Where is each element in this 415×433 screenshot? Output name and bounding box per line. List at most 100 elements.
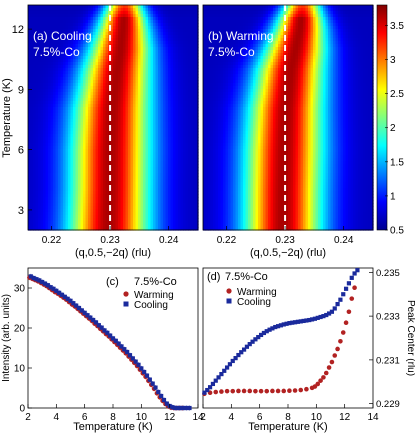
heatmap-cell (48, 149, 52, 153)
heatmap-cell (90, 143, 94, 147)
heatmap-cell (88, 32, 92, 36)
heatmap-cell (30, 5, 34, 9)
heatmap-cell (173, 203, 177, 207)
heatmap-cell (123, 92, 127, 96)
heatmap-cell (138, 155, 142, 159)
heatmap-cell (148, 164, 152, 168)
heatmap-cell (175, 77, 179, 81)
heatmap-cell (175, 71, 179, 75)
heatmap-cell (68, 206, 72, 210)
heatmap-cell (195, 206, 199, 210)
heatmap-cell (170, 32, 174, 36)
heatmap-cell (35, 182, 39, 186)
heatmap-cell (158, 143, 162, 147)
heatmap-cell (68, 182, 72, 186)
heatmap-cell (145, 65, 149, 69)
heatmap-cell (163, 152, 167, 156)
heatmap-cell (150, 152, 154, 156)
heatmap-cell (55, 218, 59, 222)
heatmap-cell (120, 86, 124, 90)
heatmap-cell (188, 128, 192, 132)
heatmap-cell (105, 140, 109, 144)
heatmap-cell (130, 32, 134, 36)
heatmap-cell (115, 212, 119, 216)
heatmap-cell (140, 5, 144, 9)
heatmap-cell (180, 182, 184, 186)
heatmap-cell (53, 122, 57, 126)
heatmap-cell (148, 11, 152, 15)
heatmap-cell (193, 146, 197, 150)
heatmap-cell (193, 155, 197, 159)
heatmap-cell (93, 158, 97, 162)
heatmap-cell (148, 59, 152, 63)
heatmap-cell (113, 17, 117, 21)
heatmap-cell (110, 29, 114, 33)
heatmap-cell (85, 212, 89, 216)
heatmap-cell (155, 158, 159, 162)
heatmap-cell (50, 221, 54, 225)
heatmap-cell (110, 92, 114, 96)
heatmap-cell (143, 113, 147, 117)
heatmap-cell (118, 179, 122, 183)
heatmap-cell (150, 161, 154, 165)
heatmap-cell (98, 26, 102, 30)
heatmap-cell (78, 182, 82, 186)
heatmap-cell (105, 164, 109, 168)
heatmap-cell (123, 98, 127, 102)
heatmap-cell (58, 41, 62, 45)
heatmap-cell (83, 104, 87, 108)
heatmap-cell (93, 134, 97, 138)
heatmap-cell (123, 20, 127, 24)
heatmap-cell (35, 209, 39, 213)
heatmap-cell (73, 80, 77, 84)
heatmap-cell (113, 221, 117, 225)
heatmap-cell (83, 125, 87, 129)
heatmap-cell (170, 176, 174, 180)
heatmap-cell (105, 71, 109, 75)
heatmap-cell (53, 89, 57, 93)
heatmap-cell (45, 155, 49, 159)
heatmap-cell (168, 65, 172, 69)
heatmap-cell (155, 161, 159, 165)
heatmap-cell (38, 215, 42, 219)
heatmap-cell (140, 101, 144, 105)
heatmap-cell (125, 140, 129, 144)
heatmap-cell (133, 203, 137, 207)
heatmap-cell (65, 74, 69, 78)
heatmap-cell (85, 206, 89, 210)
heatmap-cell (148, 50, 152, 54)
heatmap-cell (120, 176, 124, 180)
heatmap-cell (158, 59, 162, 63)
heatmap-cell (58, 95, 62, 99)
heatmap-cell (88, 146, 92, 150)
heatmap-cell (148, 98, 152, 102)
heatmap-cell (103, 125, 107, 129)
heatmap-cell (140, 221, 144, 225)
heatmap-cell (83, 56, 87, 60)
heatmap-cell (78, 146, 82, 150)
heatmap-cell (155, 167, 159, 171)
heatmap-cell (183, 218, 187, 222)
heatmap-cell (163, 209, 167, 213)
heatmap-cell (35, 113, 39, 117)
heatmap-cell (45, 143, 49, 147)
heatmap-cell (150, 44, 154, 48)
heatmap-cell (60, 134, 64, 138)
heatmap-cell (153, 176, 157, 180)
heatmap-cell (193, 191, 197, 195)
heatmap-cell (190, 161, 194, 165)
heatmap-cell (35, 212, 39, 216)
heatmap-cell (83, 173, 87, 177)
heatmap-cell (65, 224, 69, 228)
heatmap-cell (143, 65, 147, 69)
heatmap-cell (100, 83, 104, 87)
heatmap-cell (48, 56, 52, 60)
heatmap-cell (28, 23, 32, 27)
heatmap-cell (175, 119, 179, 123)
heatmap-cell (70, 8, 74, 12)
heatmap-cell (43, 176, 47, 180)
heatmap-cell (45, 149, 49, 153)
heatmap-cell (28, 206, 32, 210)
heatmap-cell (70, 152, 74, 156)
